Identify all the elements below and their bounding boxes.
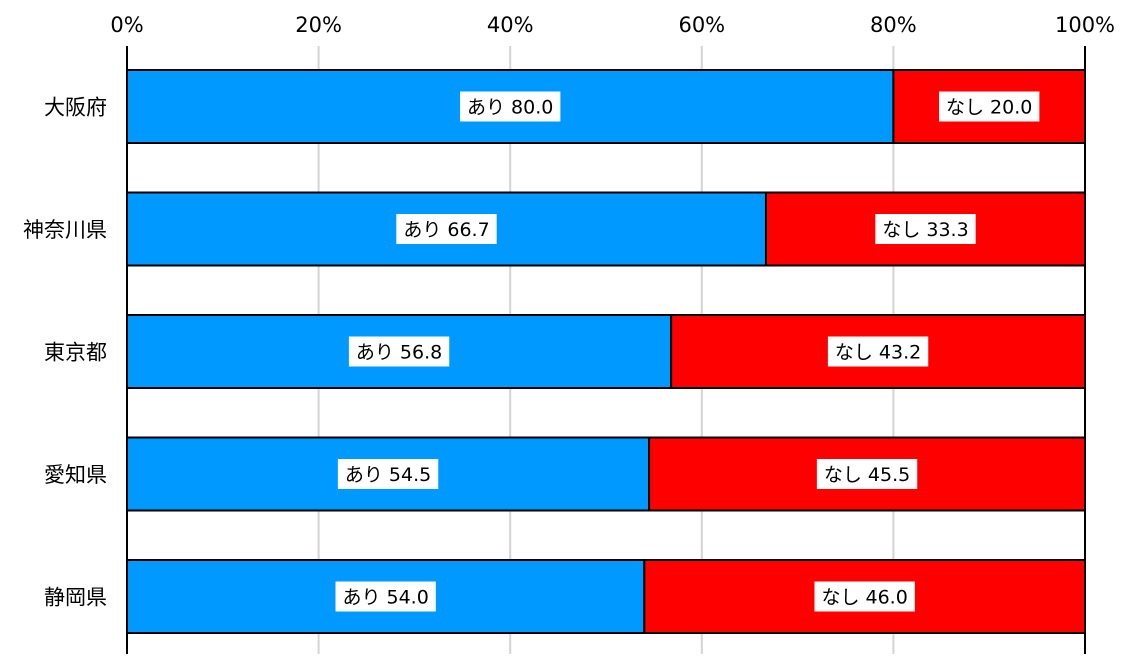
- segment-label-text: なし 45.5: [824, 464, 910, 486]
- segment-label: なし 43.2: [827, 336, 929, 367]
- category-label: 東京都: [44, 341, 107, 365]
- segment-label: あり 80.0: [460, 91, 561, 122]
- segment-label-text: あり 80.0: [467, 97, 553, 119]
- bars: [126, 69, 1087, 634]
- x-tick-label: 0%: [110, 13, 143, 37]
- segment-label-box: [335, 581, 436, 612]
- x-tick-label: 80%: [870, 13, 917, 37]
- segment-label: なし 20.0: [939, 91, 1040, 122]
- category-label: 静岡県: [44, 586, 107, 610]
- segment-label-text: なし 20.0: [946, 97, 1032, 119]
- segment-label-text: あり 66.7: [403, 219, 489, 241]
- segment-label: あり 66.7: [396, 214, 497, 244]
- x-tick-label: 100%: [1055, 13, 1115, 37]
- segment-label-box: [348, 336, 450, 367]
- category-label: 大阪府: [44, 96, 107, 120]
- segment-label-text: あり 54.0: [342, 587, 428, 609]
- segment-label: なし 46.0: [814, 581, 915, 612]
- segment-label-box: [814, 581, 915, 612]
- x-tick-label: 40%: [487, 13, 534, 37]
- segment-label: あり 56.8: [348, 336, 450, 367]
- segment-label: あり 54.0: [335, 581, 436, 612]
- segment-label-text: なし 46.0: [821, 587, 907, 609]
- segment-label-box: [827, 336, 929, 367]
- x-tick-label: 20%: [295, 13, 342, 37]
- segment-label-text: なし 33.3: [882, 219, 968, 241]
- segment-label-text: なし 43.2: [835, 342, 921, 364]
- segment-label: なし 33.3: [875, 214, 976, 244]
- segment-label-box: [939, 91, 1040, 122]
- category-label: 神奈川県: [23, 218, 107, 242]
- segment-label-text: あり 56.8: [356, 342, 442, 364]
- category-label: 愛知県: [44, 463, 107, 487]
- data-labels: あり 80.0 なし 20.0 あり 66.7 なし 33.3 あり 56.8 なし 43…: [335, 91, 1040, 612]
- segment-label: なし 45.5: [816, 459, 918, 489]
- segment-label-box: [337, 459, 439, 489]
- segment-label: あり 54.5: [337, 459, 439, 489]
- segment-label-text: あり 54.5: [345, 464, 431, 486]
- x-tick-label: 60%: [678, 13, 725, 37]
- segment-label-box: [875, 214, 976, 244]
- segment-label-box: [460, 91, 561, 122]
- segment-label-box: [396, 214, 497, 244]
- segment-label-box: [816, 459, 918, 489]
